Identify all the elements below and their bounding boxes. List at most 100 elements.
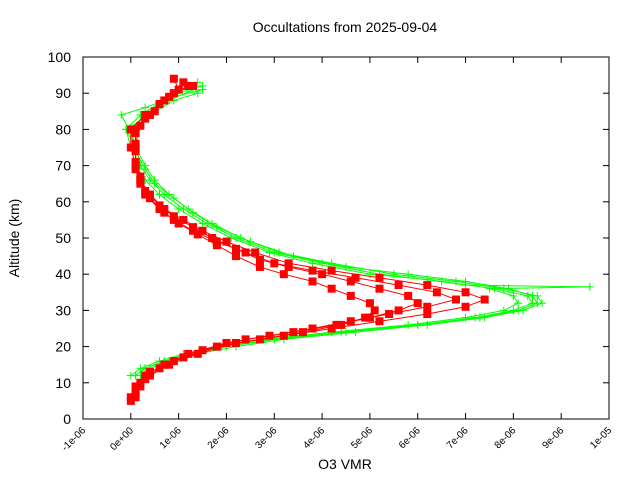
data-point bbox=[346, 291, 355, 300]
data-point bbox=[461, 313, 470, 322]
x-tick-label: 6e-06 bbox=[397, 425, 423, 451]
data-point bbox=[160, 360, 169, 369]
data-point bbox=[169, 89, 178, 98]
y-tick-label: 70 bbox=[55, 158, 71, 174]
data-point bbox=[514, 306, 523, 315]
data-point bbox=[404, 320, 413, 329]
data-point bbox=[504, 284, 513, 293]
data-point bbox=[308, 266, 317, 275]
data-point bbox=[365, 313, 374, 322]
data-point bbox=[394, 306, 403, 315]
y-tick-label: 60 bbox=[55, 194, 71, 210]
data-point bbox=[179, 215, 188, 224]
x-tick-label: 8e-06 bbox=[493, 425, 519, 451]
data-point bbox=[141, 114, 150, 123]
data-point bbox=[284, 262, 293, 271]
data-point bbox=[279, 270, 288, 279]
data-point bbox=[141, 103, 150, 112]
y-tick-label: 100 bbox=[48, 49, 72, 65]
data-point bbox=[141, 375, 150, 384]
data-point bbox=[365, 299, 374, 308]
y-tick-label: 20 bbox=[55, 339, 71, 355]
data-point bbox=[188, 208, 197, 217]
data-point bbox=[126, 396, 135, 405]
data-point bbox=[193, 230, 202, 239]
data-point bbox=[404, 291, 413, 300]
data-point bbox=[169, 212, 178, 221]
y-tick-label: 50 bbox=[55, 230, 71, 246]
data-point bbox=[475, 313, 484, 322]
x-axis-label: O3 VMR bbox=[318, 456, 372, 472]
y-tick-label: 10 bbox=[55, 375, 71, 391]
y-tick-label: 0 bbox=[63, 411, 71, 427]
data-point bbox=[150, 179, 159, 188]
data-point bbox=[385, 310, 394, 319]
data-point bbox=[169, 194, 178, 203]
data-point bbox=[212, 241, 221, 250]
data-point bbox=[126, 143, 135, 152]
data-point bbox=[169, 357, 178, 366]
data-point bbox=[222, 338, 231, 347]
data-point bbox=[404, 270, 413, 279]
data-point bbox=[351, 273, 360, 282]
y-tick-label: 90 bbox=[55, 85, 71, 101]
data-point bbox=[179, 353, 188, 362]
data-point bbox=[585, 282, 594, 291]
data-point bbox=[241, 335, 250, 344]
chart-title: Occultations from 2025-09-04 bbox=[253, 19, 438, 35]
data-point bbox=[160, 208, 169, 217]
data-point bbox=[432, 288, 441, 297]
data-point bbox=[528, 291, 537, 300]
x-tick-label: 2e-06 bbox=[206, 425, 232, 451]
data-point bbox=[212, 223, 221, 232]
data-point bbox=[289, 328, 298, 337]
data-point bbox=[145, 110, 154, 119]
x-tick-label: 9e-06 bbox=[540, 425, 566, 451]
data-point bbox=[246, 237, 255, 246]
data-point bbox=[394, 281, 403, 290]
series-line bbox=[130, 85, 376, 402]
data-point bbox=[265, 248, 274, 257]
data-point bbox=[413, 320, 422, 329]
data-point bbox=[337, 320, 346, 329]
data-point bbox=[131, 165, 140, 174]
data-point bbox=[533, 299, 542, 308]
data-point bbox=[136, 378, 145, 387]
data-point bbox=[184, 349, 193, 358]
data-point bbox=[117, 110, 126, 119]
x-tick-label: -1e-06 bbox=[60, 425, 89, 454]
data-point bbox=[212, 342, 221, 351]
data-point bbox=[308, 259, 317, 268]
data-point bbox=[332, 320, 341, 329]
data-point bbox=[141, 165, 150, 174]
data-point bbox=[241, 248, 250, 257]
data-point bbox=[208, 219, 217, 228]
data-point bbox=[188, 223, 197, 232]
data-point bbox=[370, 306, 379, 315]
data-point bbox=[136, 172, 145, 181]
data-point bbox=[232, 252, 241, 261]
y-tick-label: 80 bbox=[55, 121, 71, 137]
data-point bbox=[365, 270, 374, 279]
data-point bbox=[131, 129, 140, 138]
data-point bbox=[251, 248, 260, 257]
data-point bbox=[451, 295, 460, 304]
data-point bbox=[208, 234, 217, 242]
data-point bbox=[375, 317, 384, 326]
data-point bbox=[131, 386, 140, 395]
data-point bbox=[155, 201, 164, 210]
data-point bbox=[150, 107, 159, 116]
data-point bbox=[155, 190, 164, 199]
data-point bbox=[461, 277, 470, 286]
data-point bbox=[255, 262, 264, 271]
data-point bbox=[136, 179, 145, 188]
data-point bbox=[131, 147, 140, 156]
series-line bbox=[135, 78, 487, 398]
data-point bbox=[145, 194, 154, 203]
data-point bbox=[514, 299, 523, 308]
data-point bbox=[165, 360, 174, 369]
y-tick-label: 40 bbox=[55, 266, 71, 282]
x-tick-label: 5e-06 bbox=[349, 425, 375, 451]
data-point bbox=[423, 302, 432, 311]
